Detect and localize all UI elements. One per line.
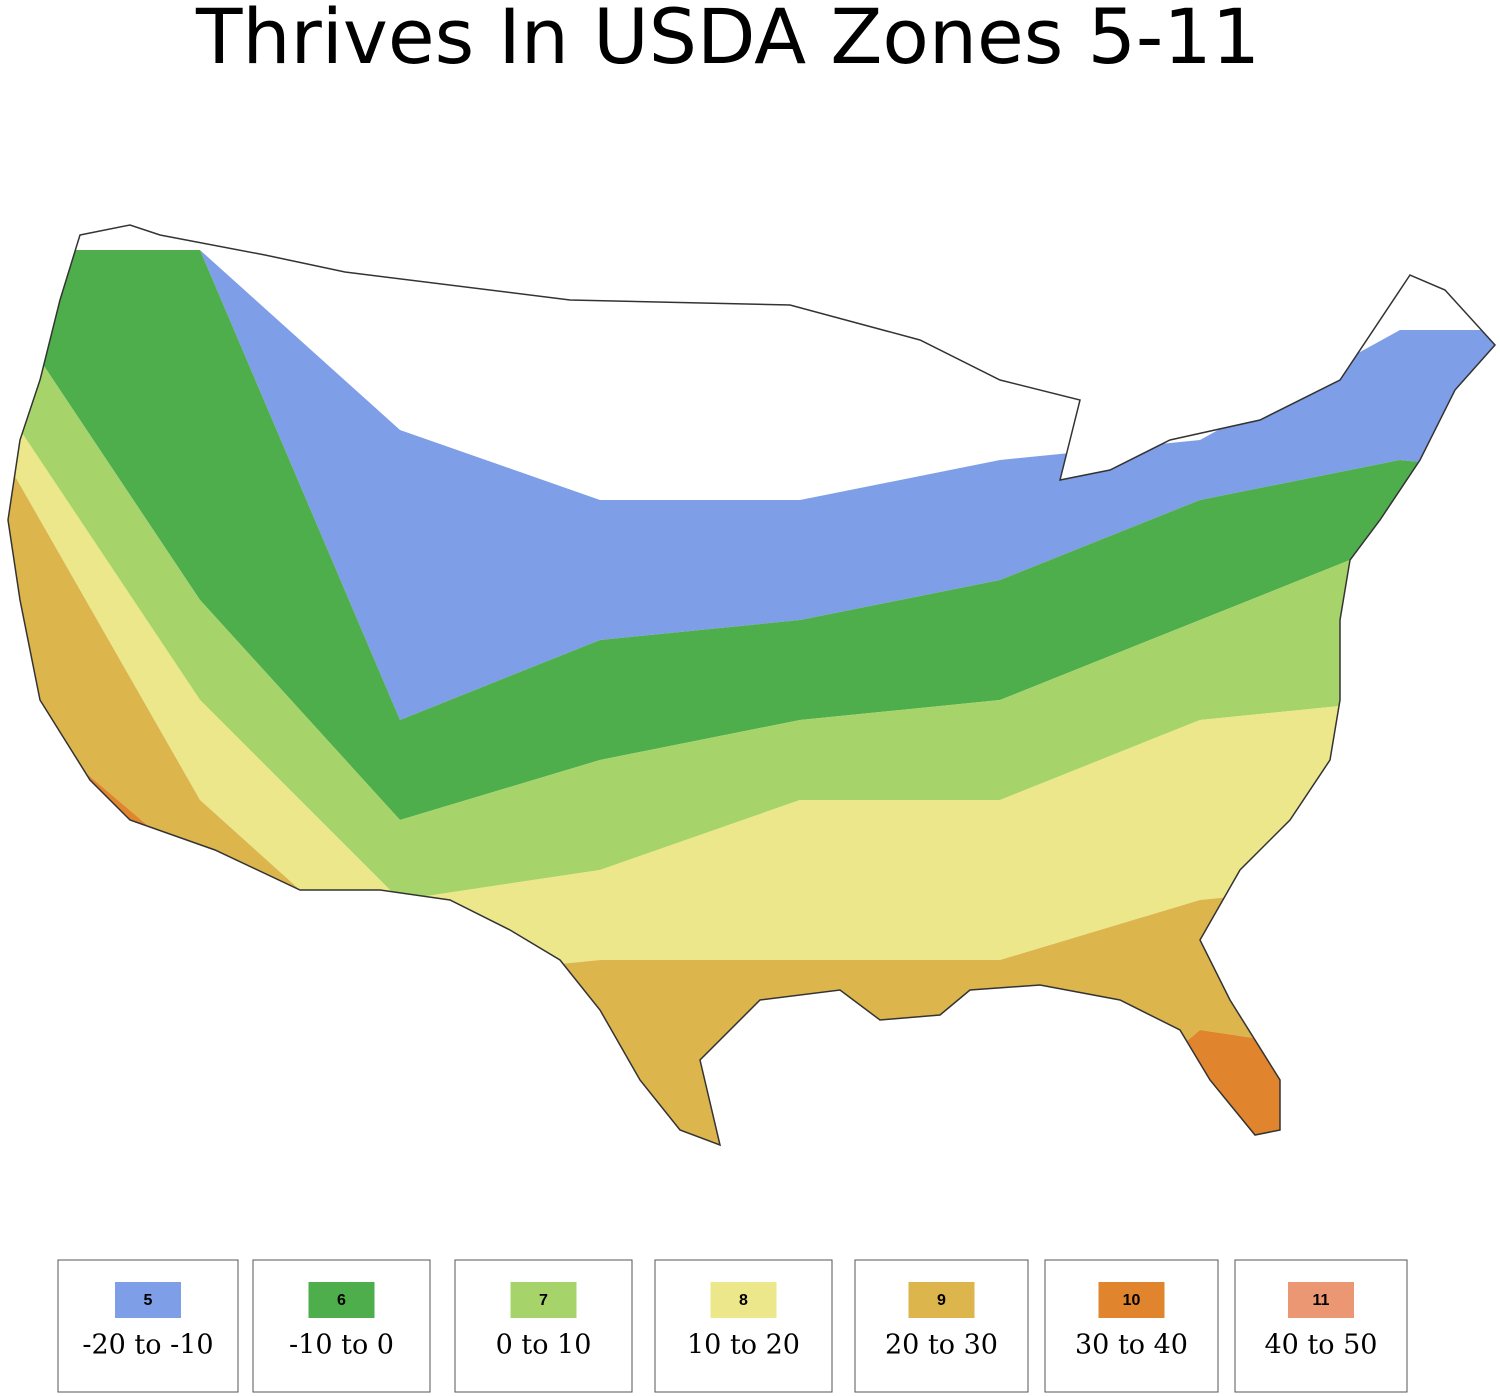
map-outline <box>7 224 1497 1147</box>
legend-zone: 8 <box>739 1292 748 1309</box>
title: Thrives In USDA Zones 5-11 <box>195 0 1260 81</box>
legend-swatch <box>1288 1282 1354 1318</box>
legend-zone: 5 <box>144 1292 153 1309</box>
legend-box <box>854 1259 1029 1393</box>
legend-box <box>1044 1259 1219 1393</box>
legend-box <box>57 1259 239 1393</box>
legend-range: 40 to 50 <box>1265 1330 1378 1361</box>
legend-box <box>252 1259 431 1393</box>
legend-box <box>454 1259 633 1393</box>
legend-zone: 11 <box>1313 1292 1330 1309</box>
legend-range: 10 to 20 <box>687 1330 800 1361</box>
legend-range: -20 to -10 <box>82 1330 213 1361</box>
legend-range: -10 to 0 <box>289 1330 394 1361</box>
legend-box <box>654 1259 833 1393</box>
legend: 5 -20 to -10 6 -10 to 0 7 0 to 10 8 10 to 20 9 20… <box>57 1259 1408 1393</box>
legend-box <box>1234 1259 1408 1393</box>
legend-swatch <box>908 1282 975 1318</box>
legend-swatch <box>510 1282 577 1318</box>
zone-band <box>8 250 1495 720</box>
legend-zone: 7 <box>539 1292 548 1309</box>
legend-zone: 10 <box>1123 1292 1141 1309</box>
legend-range: 20 to 30 <box>885 1330 998 1361</box>
legend-zone: 6 <box>337 1292 346 1309</box>
legend-swatch <box>115 1282 181 1318</box>
zone-band <box>8 400 1495 980</box>
legend-range: 30 to 40 <box>1075 1330 1188 1361</box>
legend-swatch <box>1098 1282 1165 1318</box>
legend-range: 0 to 10 <box>496 1330 592 1361</box>
legend-swatch <box>308 1282 375 1318</box>
zone-band <box>8 250 1495 820</box>
legend-swatch <box>710 1282 777 1318</box>
zone-map <box>8 225 1495 1145</box>
legend-zone: 9 <box>937 1292 946 1309</box>
